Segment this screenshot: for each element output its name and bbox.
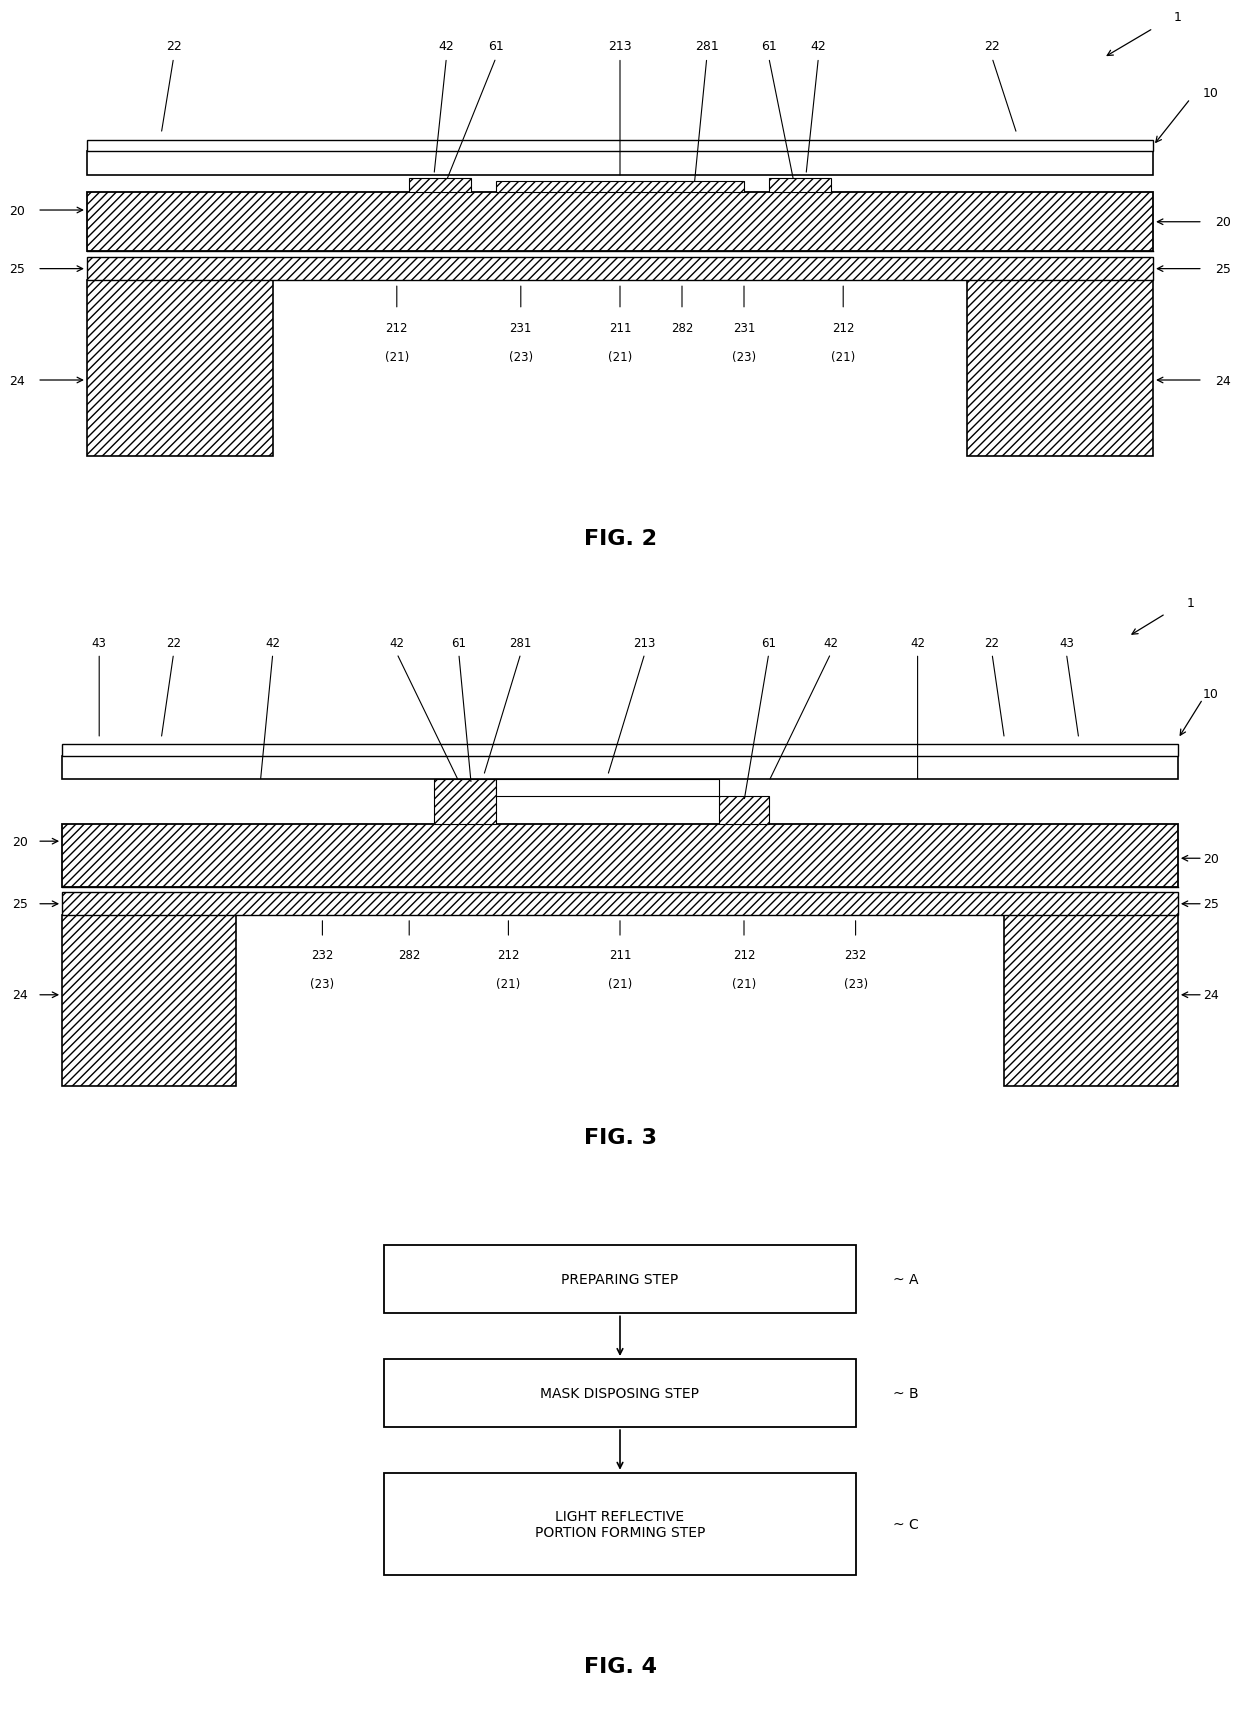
Text: (23): (23) — [843, 977, 868, 991]
Bar — [409, 179, 471, 193]
Text: 282: 282 — [398, 949, 420, 961]
Text: 281: 281 — [694, 40, 719, 53]
Bar — [384, 1359, 856, 1427]
Text: 212: 212 — [832, 322, 854, 334]
Text: 43: 43 — [1059, 636, 1074, 650]
Text: 42: 42 — [811, 40, 826, 53]
Text: 212: 212 — [386, 322, 408, 334]
Text: 25: 25 — [9, 264, 25, 276]
Text: 42: 42 — [910, 636, 925, 650]
Text: 25: 25 — [1203, 898, 1219, 911]
Text: FIG. 4: FIG. 4 — [584, 1656, 656, 1676]
Text: 1: 1 — [1187, 596, 1194, 610]
Text: 61: 61 — [761, 40, 776, 53]
Text: 213: 213 — [634, 636, 656, 650]
Text: 43: 43 — [92, 636, 107, 650]
Text: PREPARING STEP: PREPARING STEP — [562, 1273, 678, 1287]
Bar — [62, 915, 236, 1085]
Text: (23): (23) — [732, 351, 756, 364]
Text: 211: 211 — [609, 322, 631, 334]
Text: (23): (23) — [310, 977, 335, 991]
Text: 281: 281 — [510, 636, 532, 650]
Text: 61: 61 — [489, 40, 503, 53]
Text: 24: 24 — [9, 374, 25, 388]
Text: 212: 212 — [733, 949, 755, 961]
Text: ~ B: ~ B — [893, 1387, 919, 1401]
Text: 61: 61 — [451, 636, 466, 650]
Bar — [967, 281, 1153, 457]
Text: 42: 42 — [439, 40, 454, 53]
Bar — [62, 893, 1178, 915]
Text: 22: 22 — [985, 40, 999, 53]
Bar — [87, 152, 1153, 176]
Text: 22: 22 — [166, 636, 181, 650]
Bar — [1004, 915, 1178, 1085]
Text: LIGHT REFLECTIVE
PORTION FORMING STEP: LIGHT REFLECTIVE PORTION FORMING STEP — [534, 1509, 706, 1539]
Bar — [87, 193, 1153, 252]
Text: (21): (21) — [732, 977, 756, 991]
Text: MASK DISPOSING STEP: MASK DISPOSING STEP — [541, 1387, 699, 1401]
Text: 25: 25 — [12, 898, 29, 911]
Text: 42: 42 — [389, 636, 404, 650]
Text: FIG. 3: FIG. 3 — [584, 1127, 656, 1148]
Text: 20: 20 — [1215, 215, 1231, 229]
Text: 232: 232 — [844, 949, 867, 961]
Text: 24: 24 — [1203, 989, 1219, 1001]
Text: (21): (21) — [608, 351, 632, 364]
Bar — [496, 779, 719, 796]
Bar — [434, 779, 496, 825]
Text: 231: 231 — [510, 322, 532, 334]
Text: 42: 42 — [265, 636, 280, 650]
Text: ~ C: ~ C — [893, 1516, 919, 1532]
Text: 282: 282 — [671, 322, 693, 334]
Text: ~ A: ~ A — [893, 1273, 919, 1287]
Bar — [87, 258, 1153, 281]
Text: 20: 20 — [12, 836, 29, 848]
Bar — [87, 141, 1153, 152]
Text: 24: 24 — [1215, 374, 1231, 388]
Text: 10: 10 — [1203, 687, 1219, 700]
Text: (21): (21) — [608, 977, 632, 991]
Text: 22: 22 — [985, 636, 999, 650]
Text: 20: 20 — [1203, 853, 1219, 865]
Text: 213: 213 — [608, 40, 632, 53]
Bar — [719, 796, 769, 825]
Text: 10: 10 — [1203, 88, 1219, 100]
Bar — [87, 281, 273, 457]
Text: 212: 212 — [497, 949, 520, 961]
Text: 232: 232 — [311, 949, 334, 961]
Text: 20: 20 — [9, 205, 25, 217]
Text: 42: 42 — [823, 636, 838, 650]
Bar — [62, 756, 1178, 779]
Text: 24: 24 — [12, 989, 29, 1001]
Text: 211: 211 — [609, 949, 631, 961]
Text: (21): (21) — [384, 351, 409, 364]
Text: 61: 61 — [761, 636, 776, 650]
Text: 25: 25 — [1215, 264, 1231, 276]
Bar — [769, 179, 831, 193]
Text: (21): (21) — [496, 977, 521, 991]
Text: 1: 1 — [1174, 10, 1182, 24]
Text: (21): (21) — [831, 351, 856, 364]
Bar — [384, 1473, 856, 1575]
Text: 22: 22 — [166, 40, 181, 53]
Text: 231: 231 — [733, 322, 755, 334]
Bar — [62, 744, 1178, 756]
Text: (23): (23) — [508, 351, 533, 364]
Bar — [496, 181, 744, 193]
Bar — [384, 1246, 856, 1313]
Bar — [62, 825, 1178, 887]
Text: FIG. 2: FIG. 2 — [584, 529, 656, 550]
